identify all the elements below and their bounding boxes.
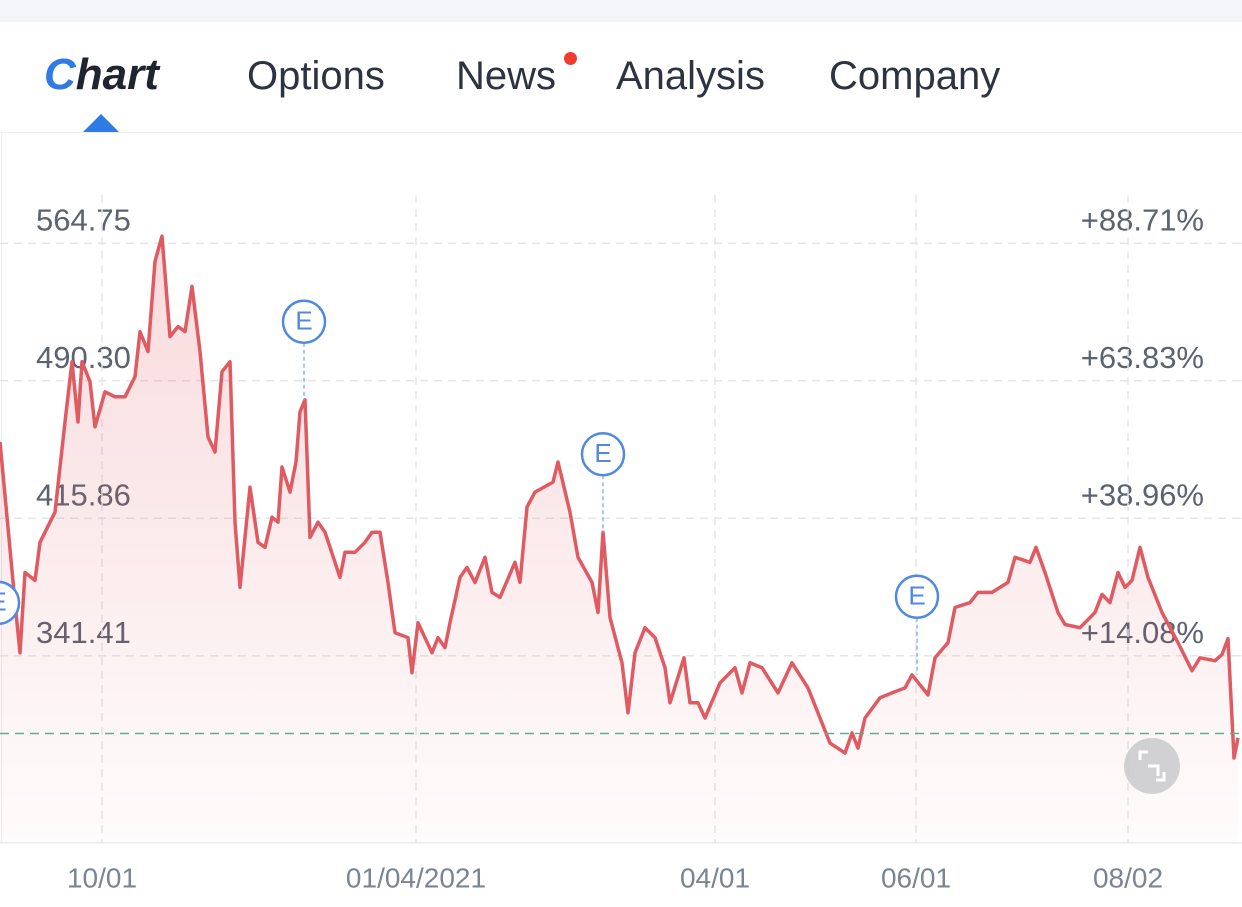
event-marker — [894, 574, 940, 620]
event-marker — [0, 580, 21, 626]
x-tick-label: 08/02 — [1093, 862, 1163, 893]
event-label: E — [594, 438, 611, 468]
notification-dot — [564, 52, 578, 65]
tab-bar: Chart Options News Analysis Company — [0, 40, 1242, 120]
event-marker — [281, 299, 327, 345]
zoom-icon — [1138, 750, 1166, 782]
tab[interactable]: Options — [247, 54, 385, 98]
event-label: E — [295, 306, 312, 336]
event-marker — [580, 431, 626, 477]
x-tick-label: 06/01 — [881, 862, 951, 893]
x-tick-label: 04/01 — [680, 862, 750, 893]
top-strip — [0, 0, 1242, 22]
y2-tick-label: +88.71% — [1081, 202, 1204, 237]
zoom-button[interactable] — [1124, 738, 1180, 794]
area — [0, 236, 1238, 843]
tab[interactable]: Analysis — [616, 54, 765, 98]
y2-tick-label: +63.83% — [1081, 340, 1204, 375]
y2-tick-label: +38.96% — [1081, 477, 1204, 512]
price-line — [0, 234, 1240, 760]
tab[interactable]: News — [456, 54, 557, 98]
x-tick-label: 01/04/2021 — [346, 862, 486, 893]
event-label: E — [908, 581, 925, 611]
event-label: E — [0, 587, 7, 617]
active-tab-pointer — [83, 114, 120, 132]
tab[interactable]: Company — [829, 54, 1001, 98]
plot — [0, 234, 1240, 843]
tab[interactable]: Chart — [44, 50, 159, 99]
y-tick-label: 564.75 — [36, 202, 131, 237]
x-tick-label: 10/01 — [67, 862, 137, 893]
